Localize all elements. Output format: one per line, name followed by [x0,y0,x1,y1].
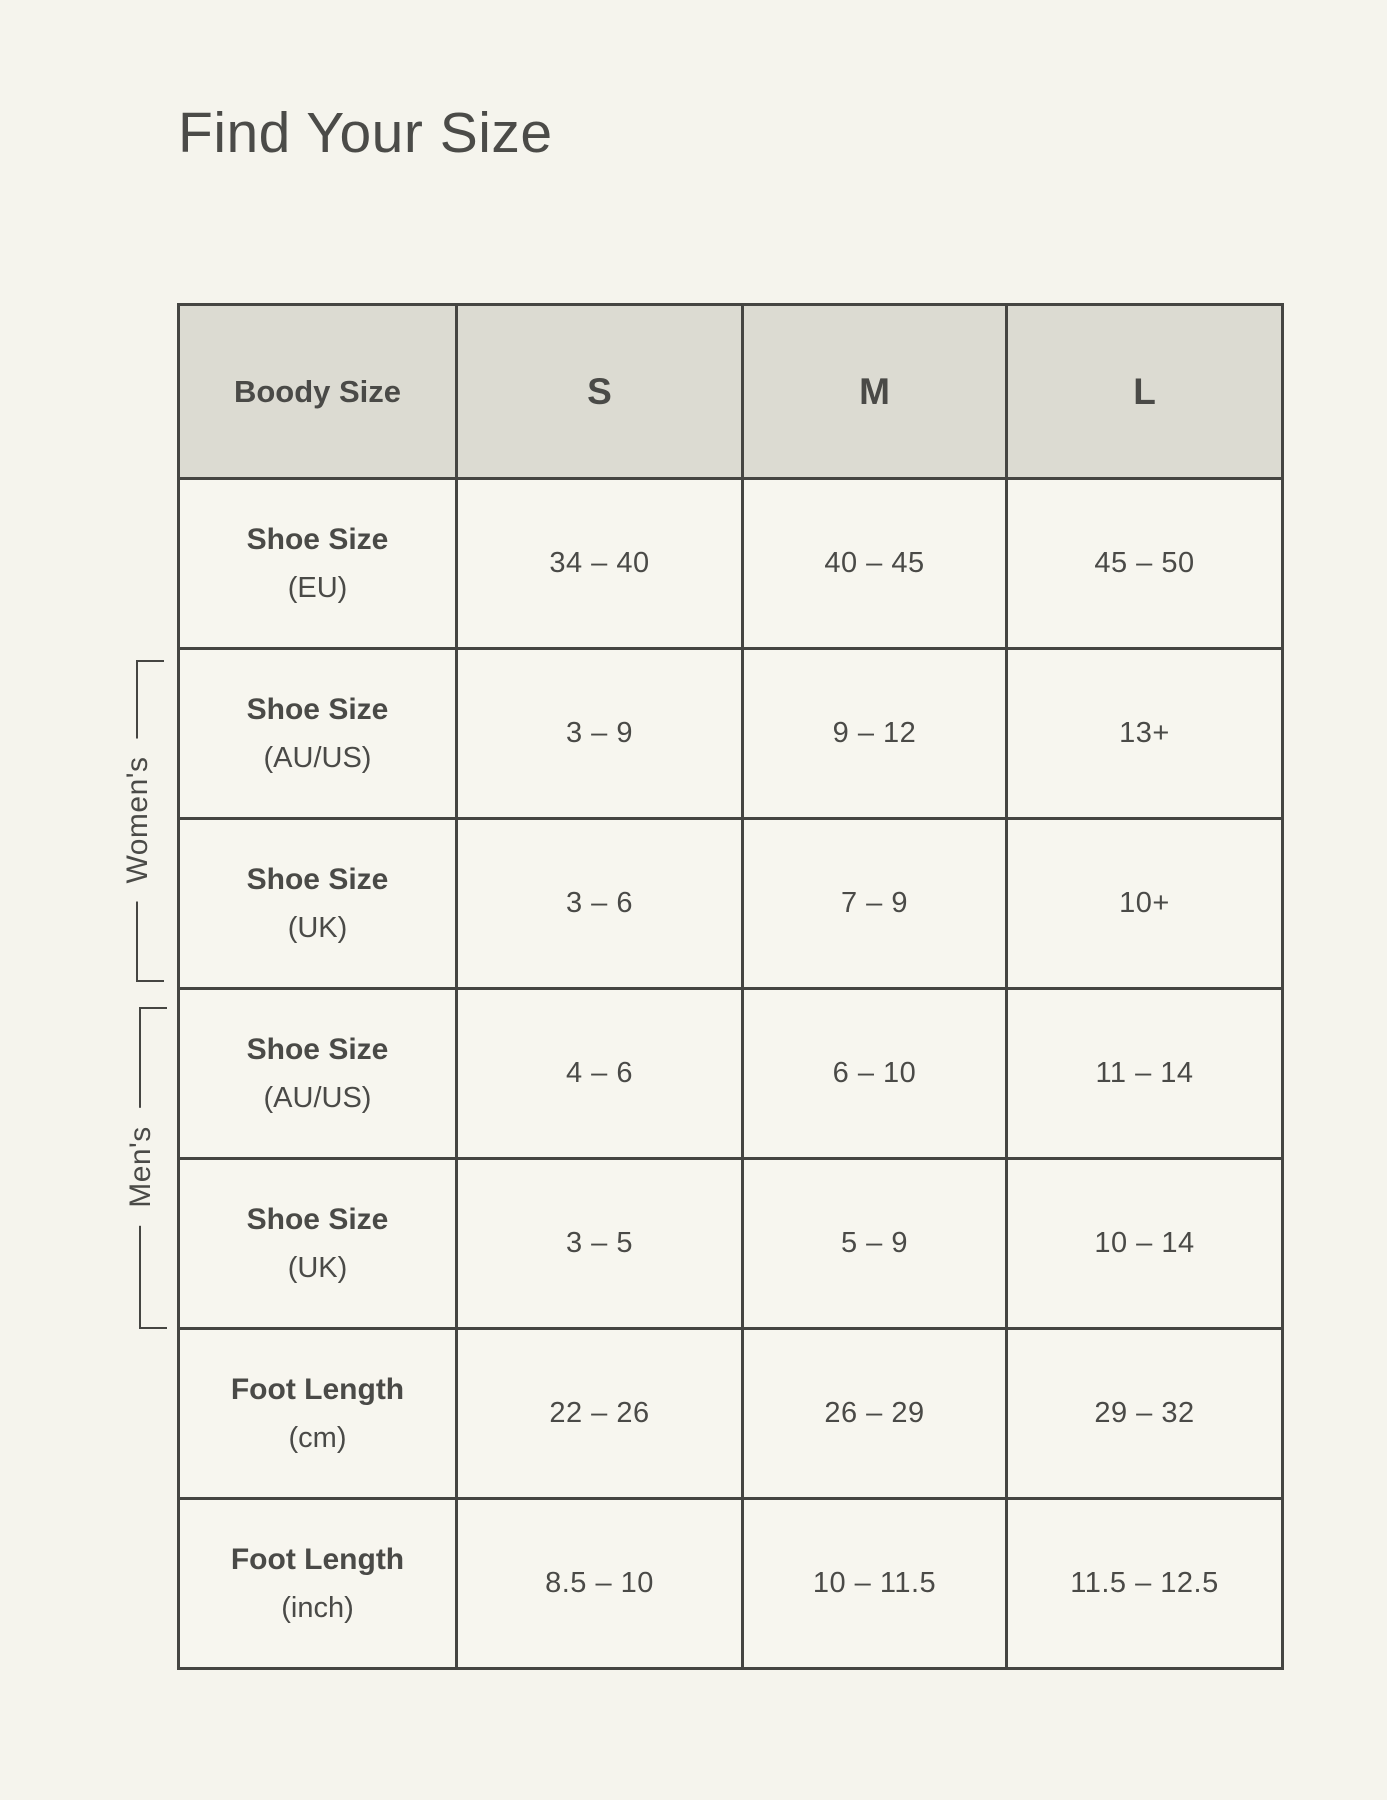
row-label-line2: (inch) [281,1591,354,1624]
row-label-line2: (EU) [287,571,348,604]
header-row: Boody Size S M L [177,303,1284,480]
womens-group-label: Women's [117,738,159,902]
table-row: Shoe Size (AU/US) 3 – 9 9 – 12 13+ [177,647,1284,820]
value-cell-m: 26 – 29 [741,1327,1008,1500]
value-cell-s: 8.5 – 10 [455,1497,744,1670]
row-label-line1: Shoe Size [246,862,389,896]
row-label: Foot Length (cm) [177,1327,458,1500]
row-label-line2: (UK) [287,911,348,944]
value-cell-s: 3 – 5 [455,1157,744,1330]
row-label-line1: Foot Length [230,1372,405,1406]
table-row: Foot Length (inch) 8.5 – 10 10 – 11.5 11… [177,1497,1284,1670]
mens-group-label: Men's [120,1108,162,1226]
page-title: Find Your Size [178,101,553,165]
row-label-line2: (AU/US) [263,1081,372,1114]
row-label: Shoe Size (UK) [177,817,458,990]
value-cell-l: 11.5 – 12.5 [1005,1497,1284,1670]
value-cell-l: 10+ [1005,817,1284,990]
size-chart-header: Boody Size S M L [177,303,1284,480]
value-cell-s: 22 – 26 [455,1327,744,1500]
header-cell-boody-size: Boody Size [177,303,458,480]
table-row: Foot Length (cm) 22 – 26 26 – 29 29 – 32 [177,1327,1284,1500]
value-cell-l: 45 – 50 [1005,477,1284,650]
row-label-line1: Shoe Size [246,522,389,556]
table-row: Shoe Size (EU) 34 – 40 40 – 45 45 – 50 [177,477,1284,650]
value-cell-l: 13+ [1005,647,1284,820]
value-cell-s: 3 – 9 [455,647,744,820]
row-label-line2: (UK) [287,1251,348,1284]
header-cell-size-l: L [1005,303,1284,480]
table-row: Shoe Size (UK) 3 – 5 5 – 9 10 – 14 [177,1157,1284,1330]
value-cell-l: 11 – 14 [1005,987,1284,1160]
value-cell-m: 10 – 11.5 [741,1497,1008,1670]
row-label-line2: (AU/US) [263,741,372,774]
row-label: Shoe Size (AU/US) [177,987,458,1160]
value-cell-m: 6 – 10 [741,987,1008,1160]
header-cell-size-s: S [455,303,744,480]
row-label: Shoe Size (EU) [177,477,458,650]
size-chart-body: Shoe Size (EU) 34 – 40 40 – 45 45 – 50 S… [177,477,1284,1670]
header-cell-size-m: M [741,303,1008,480]
row-label: Shoe Size (UK) [177,1157,458,1330]
value-cell-s: 3 – 6 [455,817,744,990]
value-cell-m: 7 – 9 [741,817,1008,990]
row-label: Foot Length (inch) [177,1497,458,1670]
value-cell-l: 29 – 32 [1005,1327,1284,1500]
row-label-line1: Shoe Size [246,692,389,726]
row-label-line1: Shoe Size [246,1032,389,1066]
table-row: Shoe Size (AU/US) 4 – 6 6 – 10 11 – 14 [177,987,1284,1160]
value-cell-m: 9 – 12 [741,647,1008,820]
value-cell-m: 40 – 45 [741,477,1008,650]
value-cell-s: 4 – 6 [455,987,744,1160]
row-label-line1: Shoe Size [246,1202,389,1236]
value-cell-s: 34 – 40 [455,477,744,650]
row-label-line2: (cm) [288,1421,347,1454]
value-cell-m: 5 – 9 [741,1157,1008,1330]
value-cell-l: 10 – 14 [1005,1157,1284,1330]
size-chart-table: Boody Size S M L Shoe Size (EU) 34 – 40 … [177,303,1284,1670]
table-row: Shoe Size (UK) 3 – 6 7 – 9 10+ [177,817,1284,990]
row-label-line1: Foot Length [230,1542,405,1576]
row-label: Shoe Size (AU/US) [177,647,458,820]
